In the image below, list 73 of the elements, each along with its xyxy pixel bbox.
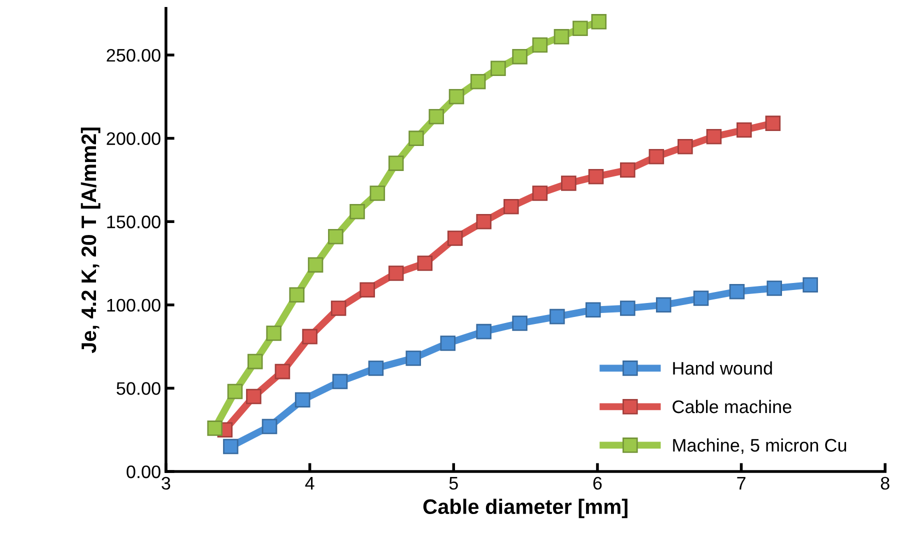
point [620, 300, 636, 316]
y-axis-title: Je, 4.2 K, 20 T [A/mm2] [80, 128, 100, 354]
point [588, 168, 604, 184]
y-tick-label: 50.00 [116, 382, 160, 395]
point [532, 37, 548, 53]
point [247, 354, 263, 370]
point [417, 256, 432, 271]
point [476, 324, 492, 340]
x-tick-label: 6 [593, 476, 602, 490]
point [802, 277, 818, 293]
point [266, 326, 282, 341]
point [693, 290, 709, 306]
point [766, 280, 782, 296]
point [448, 89, 464, 104]
point [512, 316, 528, 331]
point [440, 336, 456, 351]
y-tick-label: 250.00 [106, 48, 160, 62]
point [332, 374, 348, 390]
point [223, 438, 238, 454]
legend-label: Cable machine [672, 400, 792, 414]
legend-label: Machine, 5 micron Cu [673, 438, 846, 454]
y-tick-label: 0.00 [126, 465, 160, 478]
point [302, 328, 318, 344]
y-tick-label: 100.00 [107, 298, 160, 312]
point [554, 29, 570, 44]
x-tick-label: 8 [880, 476, 890, 490]
point [532, 186, 548, 201]
x-tick-label: 3 [162, 476, 170, 490]
point [561, 176, 576, 191]
x-tick-label: 7 [737, 477, 746, 490]
point [370, 186, 386, 201]
point [470, 74, 486, 90]
point [512, 49, 528, 64]
point [246, 388, 262, 404]
x-tick-label: 5 [449, 477, 458, 490]
point [550, 308, 565, 324]
point [504, 198, 519, 214]
x-tick-label: 4 [305, 477, 314, 490]
point [586, 302, 601, 318]
point [289, 287, 304, 303]
point [388, 266, 404, 281]
point [274, 364, 290, 380]
point [360, 282, 375, 298]
point [572, 20, 588, 36]
point [262, 418, 278, 434]
point [656, 297, 672, 313]
point [227, 384, 243, 400]
point [368, 360, 384, 376]
point [706, 129, 722, 144]
point [765, 116, 781, 131]
point [406, 350, 421, 366]
x-axis-title: Cable diameter [mm] [423, 498, 628, 518]
point [476, 214, 492, 230]
point [388, 156, 404, 171]
point [294, 392, 310, 408]
y-tick-label: 200.00 [106, 132, 160, 146]
point [736, 122, 752, 138]
point [350, 204, 365, 220]
point [678, 139, 693, 154]
point [490, 60, 506, 76]
point [620, 162, 636, 178]
point [308, 257, 324, 273]
point [328, 228, 344, 244]
point [591, 14, 607, 30]
point [207, 420, 222, 436]
point [428, 109, 444, 124]
legend-label: Hand wound [673, 361, 772, 375]
y-tick-label: 150.00 [107, 216, 160, 228]
point [408, 130, 424, 146]
point [729, 284, 745, 300]
point [648, 149, 664, 164]
point [330, 300, 346, 316]
point [447, 230, 463, 246]
